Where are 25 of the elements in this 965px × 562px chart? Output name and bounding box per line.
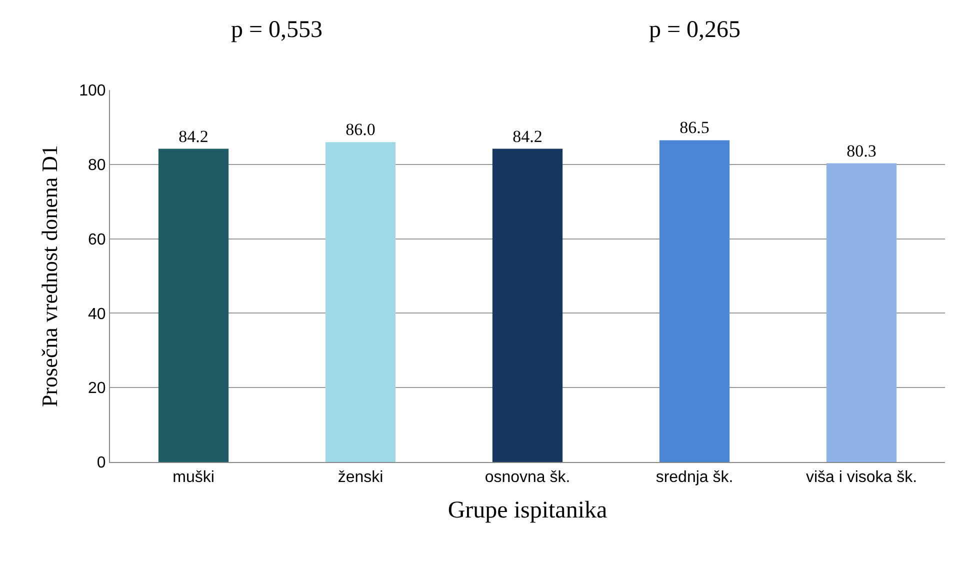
data-label: 84.2 bbox=[178, 126, 208, 146]
x-tick-label: viša i visoka šk. bbox=[806, 469, 918, 486]
bar bbox=[158, 148, 229, 462]
x-tick-label: muški bbox=[172, 469, 214, 486]
y-tick-label: 20 bbox=[88, 380, 106, 398]
x-tick-label: osnovna šk. bbox=[484, 469, 570, 486]
x-tick-label: ženski bbox=[338, 469, 384, 486]
text: p = 0,265 bbox=[649, 17, 741, 43]
bar bbox=[826, 163, 897, 462]
y-tick-label: 0 bbox=[96, 454, 106, 472]
y-tick-label: 60 bbox=[88, 231, 106, 248]
x-tick-label: srednja šk. bbox=[656, 469, 734, 486]
text: p = 0,553 bbox=[231, 17, 323, 43]
data-label: 80.3 bbox=[846, 141, 876, 160]
data-label: 84.2 bbox=[512, 126, 542, 146]
y-axis-title: Prosečna vrednost donena D1 bbox=[36, 144, 62, 408]
y-tick-label: 40 bbox=[88, 306, 106, 323]
bar bbox=[492, 148, 563, 462]
y-tick-label: 80 bbox=[88, 157, 106, 174]
data-label: 86.5 bbox=[680, 118, 710, 138]
bar bbox=[325, 142, 396, 462]
bar bbox=[659, 140, 730, 462]
y-tick-label: 100 bbox=[79, 82, 106, 100]
x-axis-title: Grupe ispitanika bbox=[448, 498, 608, 524]
data-label: 86.0 bbox=[346, 120, 376, 140]
